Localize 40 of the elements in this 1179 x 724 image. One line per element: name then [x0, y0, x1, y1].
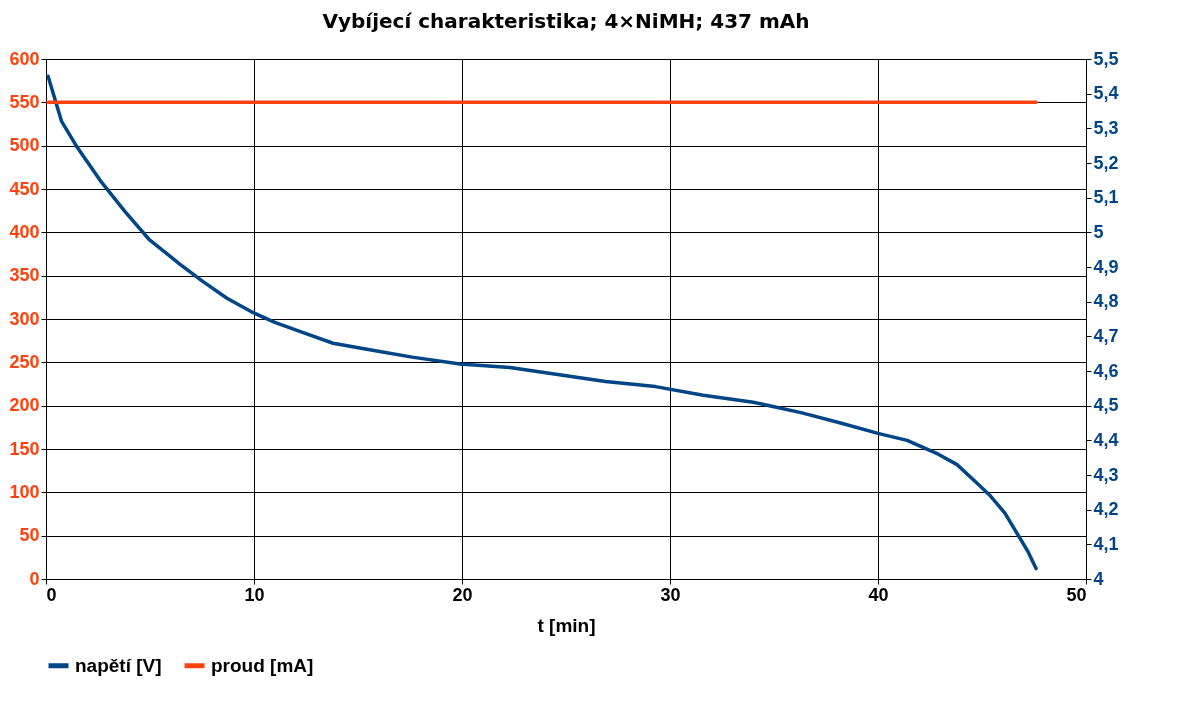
x-tick-label: 50 — [1066, 584, 1087, 605]
y-tick-label: 0 — [29, 568, 40, 589]
y2-tick-label: 4,1 — [1093, 533, 1119, 554]
y-tick-label: 250 — [9, 351, 40, 372]
y2-tick-label: 4,3 — [1093, 464, 1119, 485]
legend-label: napětí [V] — [75, 654, 162, 676]
y2-tick-label: 4,4 — [1093, 429, 1119, 450]
x-tick-label: 0 — [46, 584, 57, 605]
y2-tick-label: 5,3 — [1093, 117, 1119, 138]
y2-tick-label: 4,6 — [1093, 360, 1119, 381]
y2-tick-label: 4,5 — [1093, 395, 1119, 416]
y-tick-label: 350 — [9, 265, 40, 286]
x-axis-title: t [min] — [537, 614, 596, 636]
legend-label: proud [mA] — [211, 654, 314, 676]
y-tick-label: 200 — [9, 395, 40, 416]
y2-tick-label: 4,7 — [1093, 325, 1119, 346]
y-tick-label: 500 — [9, 135, 40, 156]
y-tick-label: 400 — [9, 221, 40, 242]
y2-tick-label: 4,8 — [1093, 291, 1119, 312]
y2-tick-label: 5,5 — [1093, 48, 1119, 69]
y2-tick-label: 5,4 — [1093, 83, 1119, 104]
x-tick-label: 10 — [244, 584, 265, 605]
y2-tick-label: 4,9 — [1093, 256, 1119, 277]
chart-title: Vybíjecí charakteristika; 4×NiMH; 437 mAh — [322, 9, 810, 33]
y2-tick-label: 4 — [1093, 568, 1104, 589]
y-tick-label: 150 — [9, 438, 40, 459]
y2-tick-label: 5,2 — [1093, 152, 1119, 173]
y-tick-label: 450 — [9, 178, 40, 199]
y-tick-label: 300 — [9, 308, 40, 329]
y-tick-label: 50 — [19, 525, 40, 546]
x-tick-label: 20 — [452, 584, 473, 605]
y-tick-label: 550 — [9, 91, 40, 112]
y-tick-label: 600 — [9, 48, 40, 69]
x-tick-label: 30 — [660, 584, 681, 605]
y2-tick-label: 4,2 — [1093, 499, 1119, 520]
y2-tick-label: 5 — [1093, 221, 1104, 242]
y2-tick-label: 5,1 — [1093, 187, 1119, 208]
x-tick-label: 40 — [868, 584, 889, 605]
line-series — [46, 74, 1038, 571]
y-tick-label: 100 — [9, 481, 40, 502]
